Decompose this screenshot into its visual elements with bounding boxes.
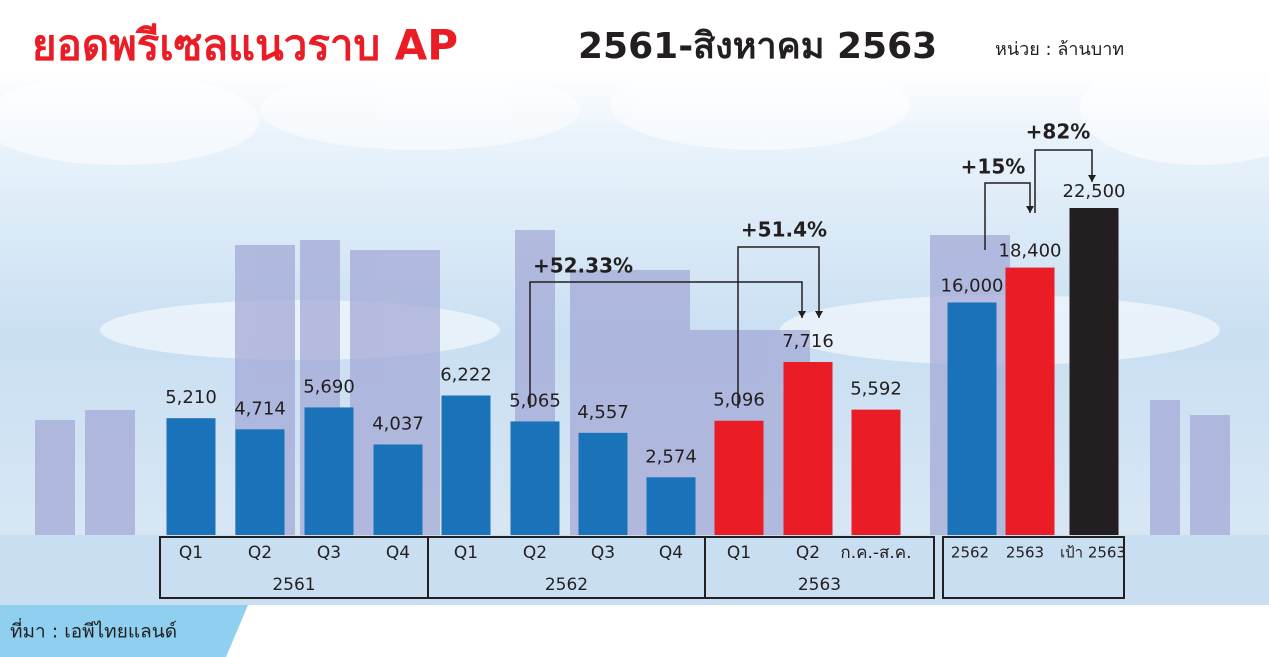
group-label: 2561	[272, 575, 315, 595]
bar	[1005, 267, 1055, 535]
bar	[947, 302, 997, 535]
bar	[714, 420, 764, 535]
group-box	[942, 536, 1125, 599]
ground	[0, 535, 1269, 605]
bar	[510, 421, 560, 535]
change-label: +51.4%	[741, 218, 827, 242]
x-tick-label: Q4	[386, 543, 410, 563]
bar	[851, 409, 901, 535]
x-tick-label: Q1	[179, 543, 203, 563]
x-tick-label: Q1	[727, 543, 751, 563]
value-label: 5,210	[165, 387, 217, 408]
group-box	[704, 536, 935, 599]
change-arrow	[984, 182, 1031, 250]
value-label: 5,065	[509, 390, 561, 411]
x-tick-label: Q2	[796, 543, 820, 563]
value-label: 6,222	[440, 364, 492, 385]
x-tick-label: Q4	[659, 543, 683, 563]
bar	[235, 429, 285, 535]
x-tick-label: 2562	[951, 544, 989, 562]
value-label: 4,714	[234, 398, 286, 419]
bar	[578, 432, 628, 535]
change-arrow-head	[815, 311, 823, 318]
source-bg	[0, 605, 248, 657]
x-tick-label: Q2	[523, 543, 547, 563]
source: ที่มา : เอพีไทยแลนด์	[10, 618, 177, 643]
group-label: 2562	[545, 575, 588, 595]
value-label: 5,690	[303, 376, 355, 397]
unit: หน่วย : ล้านบาท	[995, 39, 1124, 60]
value-label: 22,500	[1063, 181, 1126, 202]
value-label: 2,574	[645, 446, 697, 467]
bar	[783, 362, 833, 535]
bar	[373, 444, 423, 535]
x-tick-label: เป้า 2563	[1060, 544, 1126, 562]
value-label: 5,096	[713, 390, 765, 411]
change-label: +15%	[961, 155, 1026, 179]
change-label: +82%	[1026, 120, 1091, 144]
subtitle: 2561-สิงหาคม 2563	[578, 26, 937, 67]
x-tick-label: Q3	[317, 543, 341, 563]
change-arrow-head	[1026, 206, 1034, 213]
change-arrow	[529, 281, 803, 408]
x-tick-label: 2563	[1006, 544, 1044, 562]
title: ยอดพรีเซลแนวราบ AP	[32, 21, 458, 70]
bar	[441, 395, 491, 535]
bar	[1069, 208, 1119, 535]
x-tick-label: Q1	[454, 543, 478, 563]
x-tick-label: Q2	[248, 543, 272, 563]
x-tick-label: ก.ค.-ส.ค.	[840, 543, 911, 563]
value-label: 4,557	[577, 402, 629, 423]
value-label: 5,592	[850, 379, 902, 400]
bar	[304, 407, 354, 535]
change-arrow-head	[798, 311, 806, 318]
value-label: 4,037	[372, 413, 424, 434]
bar	[646, 477, 696, 535]
bar	[166, 418, 216, 535]
change-arrow	[737, 246, 820, 408]
x-tick-label: Q3	[591, 543, 615, 563]
value-label: 16,000	[941, 275, 1004, 296]
value-label: 7,716	[782, 331, 834, 352]
change-arrow-head	[1088, 175, 1096, 182]
value-label: 18,400	[999, 241, 1062, 262]
change-arrow	[1034, 149, 1093, 213]
change-label: +52.33%	[533, 254, 633, 278]
group-label: 2563	[798, 575, 841, 595]
